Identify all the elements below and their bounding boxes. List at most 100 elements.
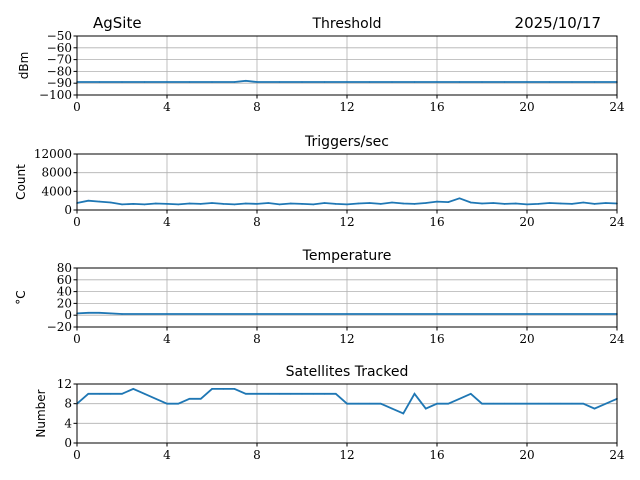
data-point	[537, 203, 540, 205]
data-point	[289, 393, 292, 395]
y-tick-label: −50	[47, 29, 72, 43]
data-point	[256, 203, 258, 205]
data-point	[188, 397, 191, 400]
data-point	[199, 397, 202, 400]
y-tick-label: 0	[64, 203, 72, 217]
y-axis-label: Number	[34, 389, 48, 437]
data-point	[256, 393, 258, 395]
data-point	[424, 407, 427, 410]
subplot-2: 0 4 8 12 16 20 24 12000 8000 4000 0 Triggers/sec Cou…	[14, 134, 625, 229]
data-point	[402, 202, 405, 205]
axes-frame	[76, 35, 618, 96]
data-point	[469, 393, 472, 395]
y-axis-label: °C	[14, 290, 28, 304]
data-point	[413, 203, 416, 205]
data-point	[458, 397, 461, 400]
data-point	[98, 312, 101, 314]
data-point	[87, 199, 90, 202]
data-point	[604, 402, 607, 405]
data-point	[334, 203, 337, 205]
data-point	[436, 313, 438, 315]
data-point	[413, 81, 416, 83]
data-point	[379, 203, 382, 205]
x-tick-label: 16	[429, 448, 444, 462]
data-point	[98, 393, 101, 395]
data-point	[166, 313, 168, 315]
y-tick-label: 40	[57, 285, 72, 299]
data-point	[526, 402, 528, 405]
data-point	[571, 402, 573, 405]
data-point	[312, 393, 315, 395]
data-point	[469, 201, 472, 204]
date-label: 2025/10/17	[515, 14, 601, 32]
data-point	[244, 80, 247, 82]
data-point	[526, 81, 528, 83]
chart-title: Triggers/sec	[304, 134, 389, 150]
x-tick-label: 0	[73, 215, 81, 229]
site-label: AgSite	[93, 14, 142, 32]
data-point	[109, 312, 112, 315]
data-point	[109, 201, 112, 204]
y-tick-label: −20	[47, 320, 72, 334]
data-point	[447, 402, 450, 405]
data-point	[391, 407, 393, 410]
data-point	[559, 402, 562, 405]
data-point	[368, 402, 371, 405]
data-point	[199, 203, 202, 205]
data-point	[323, 81, 326, 83]
data-point	[402, 412, 405, 415]
data-point	[323, 393, 326, 395]
data-point	[334, 393, 337, 395]
data-point	[143, 203, 146, 206]
y-tick-label: −60	[47, 41, 72, 55]
x-tick-label: 24	[609, 332, 625, 346]
data-point	[436, 402, 438, 405]
y-tick-label: −100	[39, 88, 72, 102]
x-tick-label: 4	[163, 448, 171, 462]
data-point	[211, 81, 213, 83]
x-tick-label: 12	[339, 448, 354, 462]
data-point	[593, 407, 596, 410]
data-point	[278, 81, 281, 83]
data-point	[458, 197, 461, 200]
x-tick-label: 16	[429, 332, 444, 346]
x-tick-label: 8	[253, 215, 261, 229]
data-point	[481, 402, 483, 405]
x-tick-label: 8	[253, 100, 261, 114]
data-point	[188, 202, 191, 205]
data-point	[514, 202, 517, 205]
y-tick-label: 12	[57, 377, 72, 391]
x-tick-label: 4	[163, 215, 171, 229]
x-tick-label: 0	[73, 100, 81, 114]
data-point	[267, 202, 270, 204]
x-tick-label: 12	[339, 332, 354, 346]
y-tick-label: 4000	[41, 184, 72, 198]
axes-frame	[76, 383, 618, 444]
chart-title: Threshold	[312, 16, 382, 32]
data-point	[346, 81, 348, 83]
data-point	[81, 397, 84, 400]
x-tick-label: 4	[163, 100, 171, 114]
data-point	[233, 203, 236, 206]
y-tick-label: 0	[64, 436, 72, 450]
x-tick-label: 0	[73, 332, 81, 346]
y-tick-label: 60	[57, 273, 72, 287]
data-point	[481, 81, 483, 83]
y-tick-label: 0	[64, 308, 72, 322]
data-point	[503, 81, 506, 83]
data-point	[514, 402, 517, 405]
data-point	[323, 202, 326, 204]
y-tick-label: −90	[47, 76, 72, 90]
data-point	[233, 81, 236, 83]
data-point	[526, 203, 528, 206]
data-point	[301, 203, 303, 205]
data-point	[571, 81, 573, 83]
data-point	[548, 81, 551, 83]
series-line	[76, 387, 618, 415]
y-axis-label: Count	[14, 164, 28, 200]
y-tick-label: 20	[57, 296, 72, 310]
data-point	[177, 402, 180, 405]
data-point	[391, 201, 393, 204]
data-point	[346, 203, 348, 206]
